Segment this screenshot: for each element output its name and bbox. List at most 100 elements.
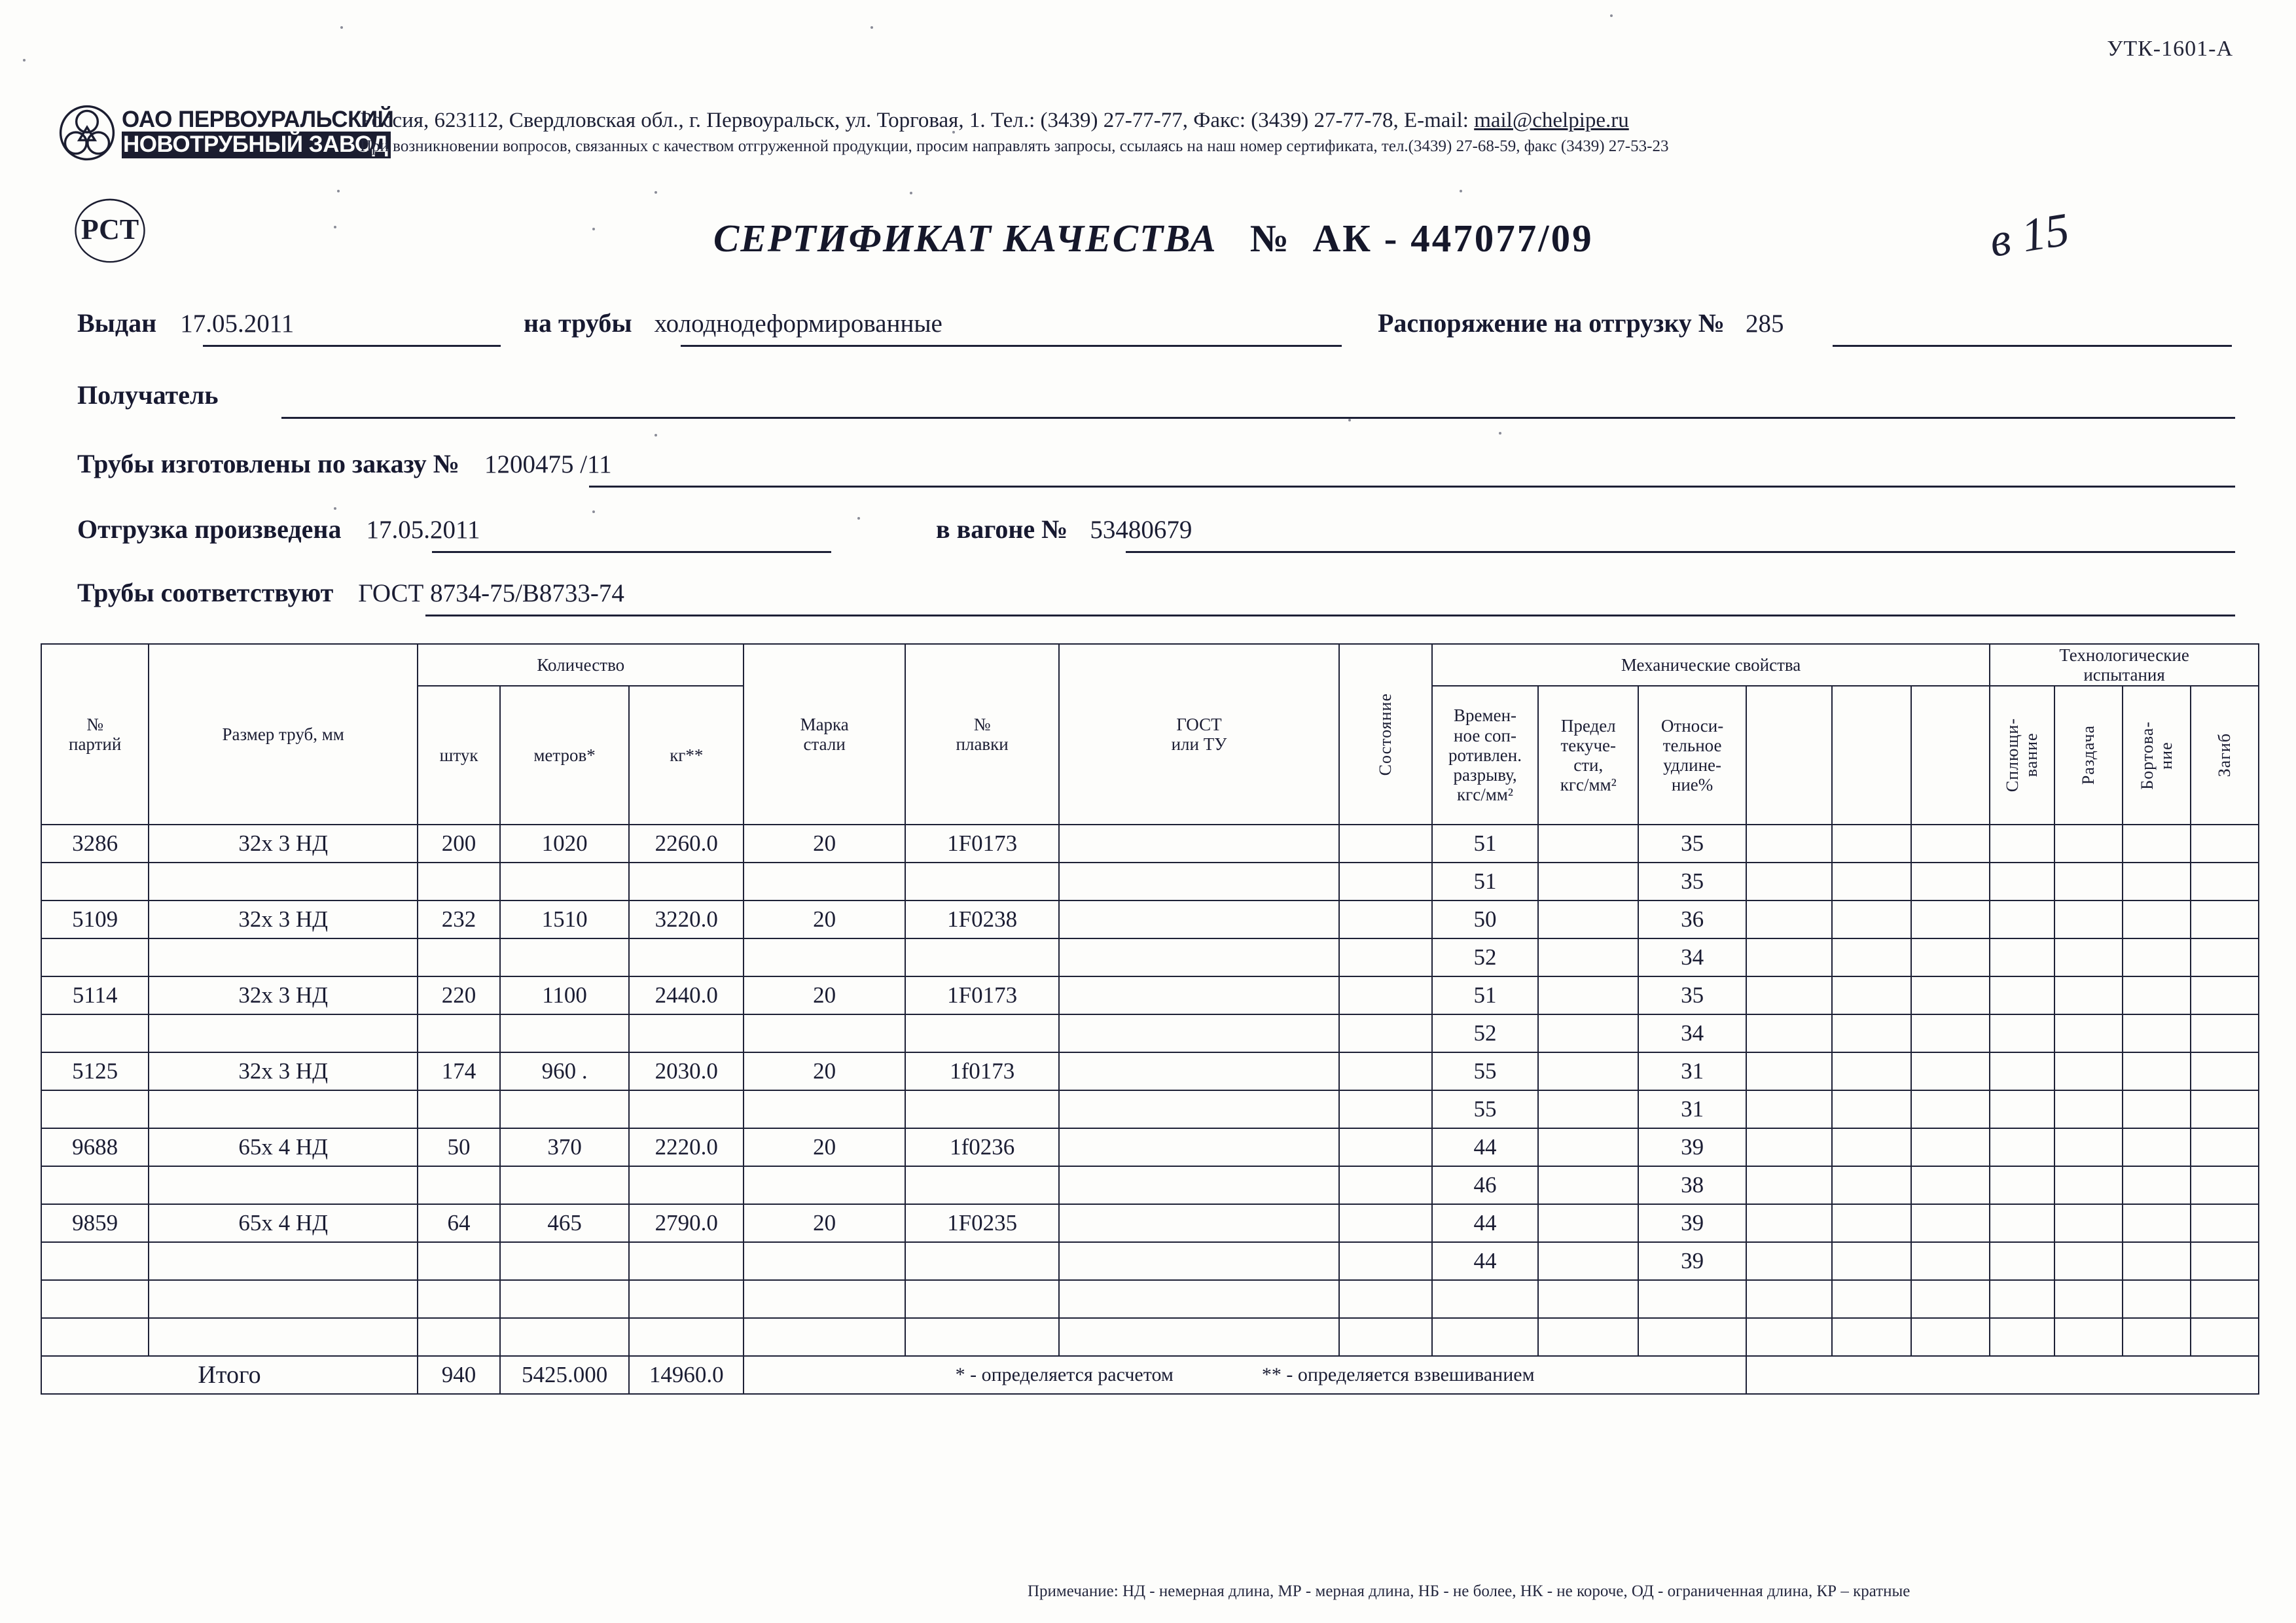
cell-flanging — [2121, 1090, 2191, 1129]
document-code: УТК-1601-А — [2107, 37, 2233, 61]
order-rule — [589, 486, 2235, 488]
cell-pieces — [417, 1166, 501, 1205]
cell-elongation: 35 — [1638, 824, 1747, 863]
cell-gost — [1058, 1014, 1340, 1053]
cell-meters: 1510 — [499, 900, 630, 939]
cell-tensile: 52 — [1431, 1014, 1539, 1053]
cell-gost — [1058, 1090, 1340, 1129]
field-standard: Трубы соответствуют ГОСТ 8734-75/В8733-7… — [77, 577, 632, 618]
cell-gost — [1058, 862, 1340, 901]
cell-heat-no — [904, 1166, 1060, 1205]
cell-elongation: 38 — [1638, 1166, 1747, 1205]
field-shipment: Отгрузка произведена 17.05.2011 — [77, 514, 488, 554]
cell-elongation — [1638, 1317, 1747, 1357]
cell-expansion — [2053, 976, 2123, 1015]
cell-flattening — [1989, 1014, 2055, 1053]
cell-condition — [1338, 1166, 1433, 1205]
cell-meters: 1100 — [499, 976, 630, 1015]
shipment-value[interactable]: 17.05.2011 — [366, 516, 480, 544]
cell-gost — [1058, 1279, 1340, 1319]
totals-pieces: 940 — [417, 1355, 501, 1395]
th-gost: ГОСТ или ТУ — [1058, 643, 1340, 825]
cell-kg — [628, 1014, 745, 1053]
cell-meters: 960 . — [499, 1052, 630, 1091]
company-email[interactable]: mail@chelpipe.ru — [1474, 109, 1629, 132]
table-row: 9859 65х 4 НД 64 465 2790.0 20 1F0235 44 39 — [40, 1204, 2260, 1243]
table-row: 3286 32х 3 НД 200 1020 2260.0 20 1F0173 51 35 — [40, 824, 2260, 863]
cell-expansion — [2053, 1241, 2123, 1281]
cell-gost — [1058, 938, 1340, 977]
shipment-rule — [432, 551, 831, 553]
th-heat-no: № плавки — [904, 643, 1060, 825]
cell-flanging — [2121, 976, 2191, 1015]
cell-mech-extra-3 — [1910, 1014, 1991, 1053]
wagon-value[interactable]: 53480679 — [1090, 516, 1193, 544]
cell-size — [148, 938, 419, 977]
cell-elongation: 31 — [1638, 1090, 1747, 1129]
table-row: 5125 32х 3 НД 174 960 . 2030.0 20 1f0173 55 31 — [40, 1052, 2260, 1091]
cell-flanging — [2121, 1317, 2191, 1357]
cell-tensile: 44 — [1431, 1128, 1539, 1167]
cell-kg — [628, 1279, 745, 1319]
cell-gost — [1058, 1128, 1340, 1167]
cell-heat-no — [904, 862, 1060, 901]
cell-flattening — [1989, 824, 2055, 863]
table-row — [40, 1317, 2260, 1357]
cell-batch: 9688 — [40, 1128, 150, 1167]
cell-kg: 3220.0 — [628, 900, 745, 939]
cell-expansion — [2053, 1014, 2123, 1053]
cell-steel-grade — [743, 938, 906, 977]
shipping-order-value[interactable]: 285 — [1746, 310, 1784, 338]
cell-batch — [40, 1014, 150, 1053]
shipment-label: Отгрузка произведена — [77, 514, 342, 544]
cell-steel-grade: 20 — [743, 976, 906, 1015]
page-title: СЕРТИФИКАТ КАЧЕСТВА № АК - 447077/09 — [713, 216, 1594, 261]
table-row: 5114 32х 3 НД 220 1100 2440.0 20 1F0173 51 35 — [40, 976, 2260, 1015]
table-row: 55 31 — [40, 1090, 2260, 1129]
cell-batch: 5125 — [40, 1052, 150, 1091]
logo-line-2: НОВОТРУБНЫЙ ЗАВОД — [122, 132, 391, 159]
cell-elongation: 39 — [1638, 1241, 1747, 1281]
cell-batch — [40, 1166, 150, 1205]
order-label: Трубы изготовлены по заказу № — [77, 449, 460, 478]
cell-mech-extra-3 — [1910, 1241, 1991, 1281]
cell-flanging — [2121, 900, 2191, 939]
table-row: 5109 32х 3 НД 232 1510 3220.0 20 1F0238 50 36 — [40, 900, 2260, 939]
cell-mech-extra-2 — [1831, 938, 1912, 977]
company-notice: При возникновении вопросов, связанных с … — [360, 137, 1669, 155]
th-qty-meters: метров* — [499, 685, 630, 825]
cell-condition — [1338, 1279, 1433, 1319]
standard-value[interactable]: ГОСТ 8734-75/В8733-74 — [358, 579, 624, 607]
cell-flattening — [1989, 1241, 2055, 1281]
order-value[interactable]: 1200475 /11 — [484, 450, 612, 478]
totals-label: Итого — [40, 1355, 419, 1395]
cell-flattening — [1989, 938, 2055, 977]
cell-bending — [2189, 862, 2260, 901]
cell-mech-extra-2 — [1831, 1014, 1912, 1053]
cell-bending — [2189, 824, 2260, 863]
cell-tensile: 44 — [1431, 1241, 1539, 1281]
cell-size — [148, 1166, 419, 1205]
cell-flanging — [2121, 862, 2191, 901]
standard-rule — [425, 615, 2235, 616]
cell-pieces — [417, 862, 501, 901]
logo-line-1: ОАО ПЕРВОУРАЛЬСКИЙ — [122, 106, 394, 132]
th-technological-group: Технологические испытания — [1989, 643, 2259, 687]
cell-expansion — [2053, 1090, 2123, 1129]
issued-rule — [203, 345, 501, 347]
masthead: ОАО ПЕРВОУРАЛЬСКИЙ НОВОТРУБНЫЙ ЗАВОД Рос… — [59, 105, 2244, 177]
cell-size: 32х 3 НД — [148, 900, 419, 939]
cell-meters: 370 — [499, 1128, 630, 1167]
cell-mech-extra-3 — [1910, 1052, 1991, 1091]
totals-notes: * - определяется расчетом ** - определяе… — [743, 1355, 1747, 1395]
issued-value[interactable]: 17.05.2011 — [180, 310, 295, 338]
th-mech-extra-1 — [1745, 685, 1833, 825]
cell-expansion — [2053, 1204, 2123, 1243]
pipes-value[interactable]: холоднодеформированные — [654, 310, 942, 338]
cell-meters — [499, 862, 630, 901]
cell-mech-extra-2 — [1831, 1090, 1912, 1129]
cell-flanging — [2121, 1166, 2191, 1205]
cell-heat-no: 1F0238 — [904, 900, 1060, 939]
cell-flattening — [1989, 1166, 2055, 1205]
